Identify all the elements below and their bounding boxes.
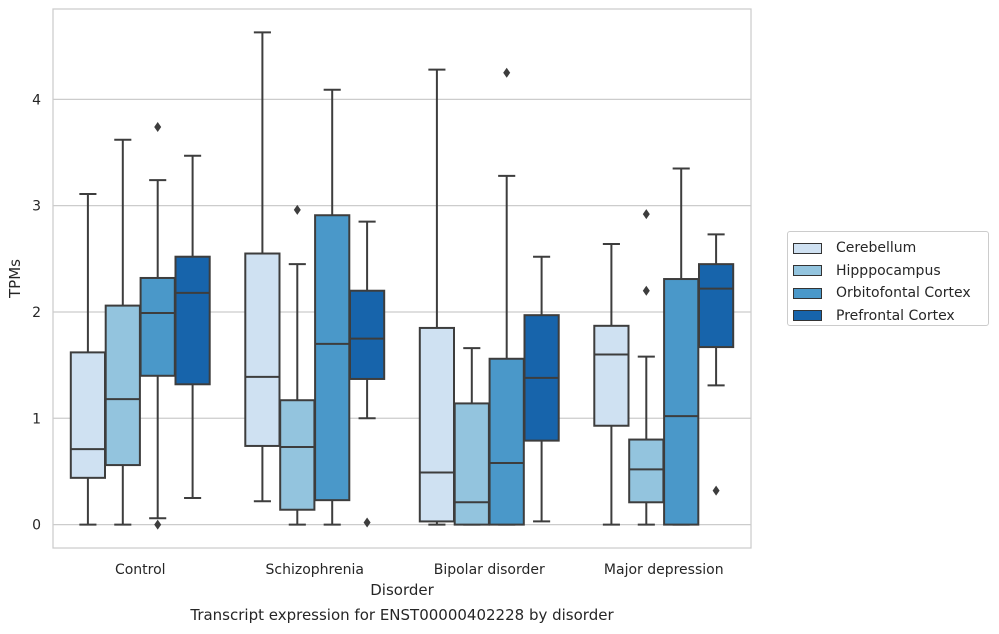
box-body: [104, 304, 141, 467]
legend-swatch: [793, 242, 822, 254]
y-tick-label: 4: [32, 92, 41, 108]
series-hipppocampus: [104, 138, 665, 526]
box-body: [139, 276, 176, 377]
y-axis-label: TPMs: [6, 259, 24, 299]
box-body: [628, 438, 665, 504]
outlier-point: [712, 485, 720, 496]
outlier-point: [642, 209, 650, 220]
outlier-point: [293, 204, 301, 215]
legend-swatch: [793, 265, 822, 277]
box: [453, 347, 490, 526]
figure-caption: Transcript expression for ENST0000040222…: [190, 606, 614, 624]
box-body: [314, 214, 351, 502]
box: [69, 192, 107, 526]
box: [348, 220, 386, 528]
box-body: [69, 351, 107, 479]
box: [663, 167, 700, 526]
box-body: [593, 324, 630, 427]
plot-frame: [52, 8, 752, 549]
x-tick-label: Control: [115, 562, 166, 578]
box-body: [279, 399, 316, 511]
outlier-point: [154, 122, 162, 133]
legend-item: Cerebellum: [793, 237, 988, 260]
box: [244, 31, 281, 503]
series-prefrontal-cortex: [174, 154, 735, 528]
box: [488, 67, 525, 526]
y-tick-label: 1: [32, 411, 41, 427]
legend: Cerebellum Hipppocampus Orbitofontal Corte…: [787, 231, 989, 326]
x-tick-label: Schizophrenia: [266, 562, 364, 578]
x-tick-labels: Control Schizophrenia Bipolar disorder Majo…: [115, 562, 724, 578]
legend-label: Orbitofontal Cortex: [836, 285, 971, 302]
legend-item: Hipppocampus: [793, 260, 988, 283]
box: [628, 209, 665, 526]
outlier-point: [503, 67, 511, 78]
x-axis-label: Disorder: [370, 581, 434, 599]
box: [523, 255, 560, 523]
box-body: [663, 278, 700, 526]
box-body: [244, 252, 281, 447]
box: [593, 242, 630, 526]
box: [139, 122, 176, 530]
box: [418, 68, 456, 526]
y-tick-label: 2: [32, 305, 41, 321]
legend-item: Orbitofontal Cortex: [793, 282, 988, 305]
box: [174, 154, 211, 500]
legend-swatch: [793, 310, 822, 322]
box: [104, 138, 141, 526]
box-body: [488, 357, 525, 526]
box-body: [697, 263, 735, 349]
outlier-point: [154, 519, 162, 530]
legend-swatch: [793, 287, 822, 299]
legend-label: Prefrontal Cortex: [836, 307, 955, 324]
x-tick-label: Bipolar disorder: [434, 562, 545, 578]
legend-label: Hipppocampus: [836, 262, 941, 279]
box: [697, 233, 735, 496]
x-tick-label: Major depression: [604, 562, 724, 578]
legend-item: Prefrontal Cortex: [793, 305, 988, 328]
box-body: [174, 255, 211, 386]
legend-label: Cerebellum: [836, 240, 917, 257]
y-tick-labels: 0 1 2 3 4: [32, 92, 41, 533]
series-orbitofontal-cortex: [139, 67, 700, 530]
box-series: [69, 31, 735, 530]
outlier-point: [642, 285, 650, 296]
y-tick-label: 3: [32, 199, 41, 215]
outlier-point: [363, 517, 371, 528]
box: [279, 204, 316, 526]
box-body: [453, 402, 490, 526]
y-tick-label: 0: [32, 518, 41, 534]
box: [314, 88, 351, 526]
box-body: [418, 326, 456, 523]
box-body: [348, 289, 386, 380]
